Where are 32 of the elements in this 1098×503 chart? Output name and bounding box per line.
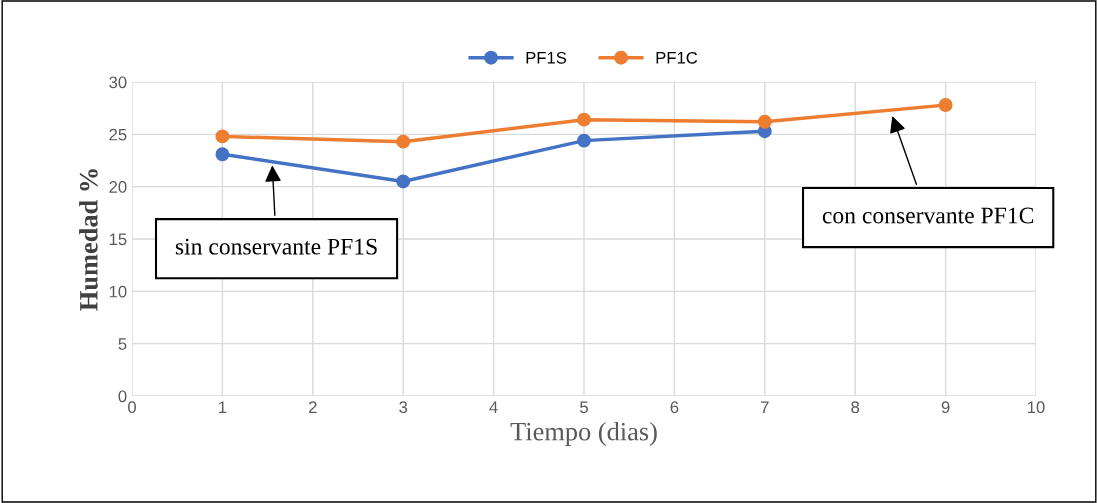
x-tick-label: 10 <box>1028 401 1045 414</box>
y-tick-label: 15 <box>109 233 127 246</box>
point <box>215 147 230 162</box>
y-tick-label: 20 <box>109 181 127 193</box>
x-tick-label: 4 <box>489 401 498 413</box>
point <box>938 98 953 112</box>
y-tick-label: 0 <box>118 390 127 403</box>
point <box>577 112 591 127</box>
y-tick-label: 10 <box>109 285 127 298</box>
x-tick-label: 2 <box>309 401 317 413</box>
x-tick-label: 5 <box>580 401 588 414</box>
point <box>396 134 411 149</box>
x-tick-label: 6 <box>670 401 679 414</box>
point <box>396 174 411 189</box>
x-tick-label: 8 <box>851 401 860 414</box>
x-tick-label: 1 <box>219 401 227 413</box>
point <box>757 114 772 129</box>
annotation: sin conservante PF1S <box>175 238 377 255</box>
y-tick-label: 25 <box>109 128 127 141</box>
x-tick-label: 0 <box>128 401 136 414</box>
legend-label: PF1C <box>656 51 698 64</box>
x-tick-label: 3 <box>399 401 408 414</box>
y-tick-label: 30 <box>109 76 127 89</box>
x-tick-label: 9 <box>941 401 950 414</box>
legend-label: PF1S <box>526 51 567 64</box>
y-axis-title: Humedad % <box>79 169 98 311</box>
x-tick-label: 7 <box>761 401 769 413</box>
x-axis-title: Tiempo (dias) <box>510 421 657 446</box>
point <box>577 133 591 148</box>
point <box>215 129 230 144</box>
y-tick-label: 5 <box>118 338 127 350</box>
annotation: con conservante PF1C <box>822 207 1034 224</box>
